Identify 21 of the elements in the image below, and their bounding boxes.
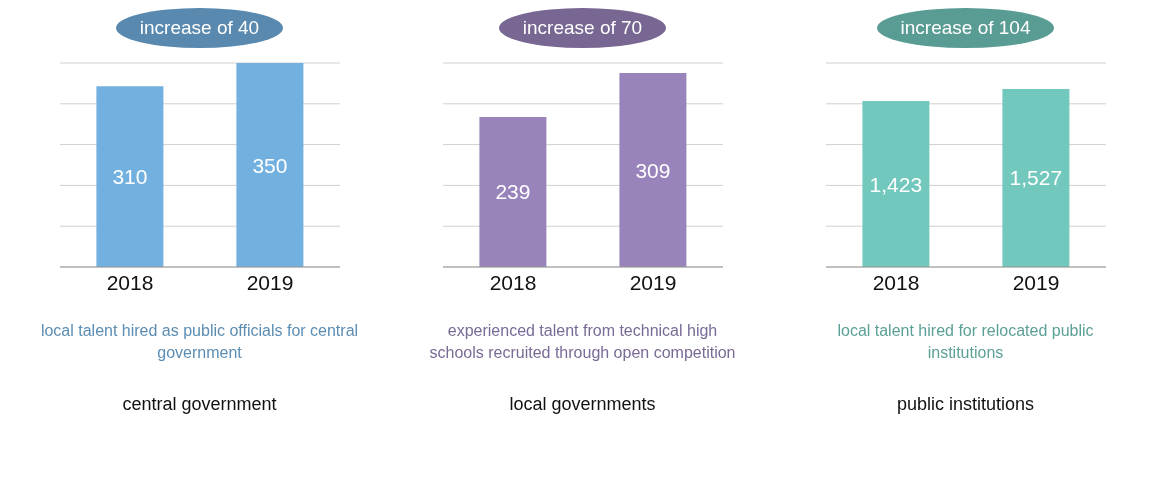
text: experienced talent from technical high schools recruited through open competition (428, 321, 737, 363)
text: central government (122, 394, 277, 415)
chart-title: increase of 104 (876, 8, 1055, 48)
data-label: 1,423 (869, 172, 922, 196)
chart-title: increase of 70 (498, 8, 667, 48)
text: local talent hired for relocated public institutions (836, 321, 1095, 363)
x-tick-label: 2018 (872, 270, 919, 294)
data-label: 310 (111, 165, 147, 189)
x-tick-label: 2019 (1012, 270, 1059, 294)
data-label: 239 (494, 180, 530, 204)
x-tick-label: 2018 (106, 270, 153, 294)
text: local governments (509, 394, 656, 415)
data-label: 1,527 (1009, 166, 1062, 190)
x-tick-label: 2019 (629, 270, 676, 294)
text: public institutions (896, 394, 1035, 415)
x-tick-label: 2019 (246, 270, 293, 294)
chart-title: increase of 40 (115, 8, 284, 48)
x-tick-label: 2018 (489, 270, 536, 294)
data-label: 309 (634, 158, 670, 182)
text: local talent hired as public officials for central government (39, 321, 360, 363)
data-label: 350 (251, 153, 287, 177)
